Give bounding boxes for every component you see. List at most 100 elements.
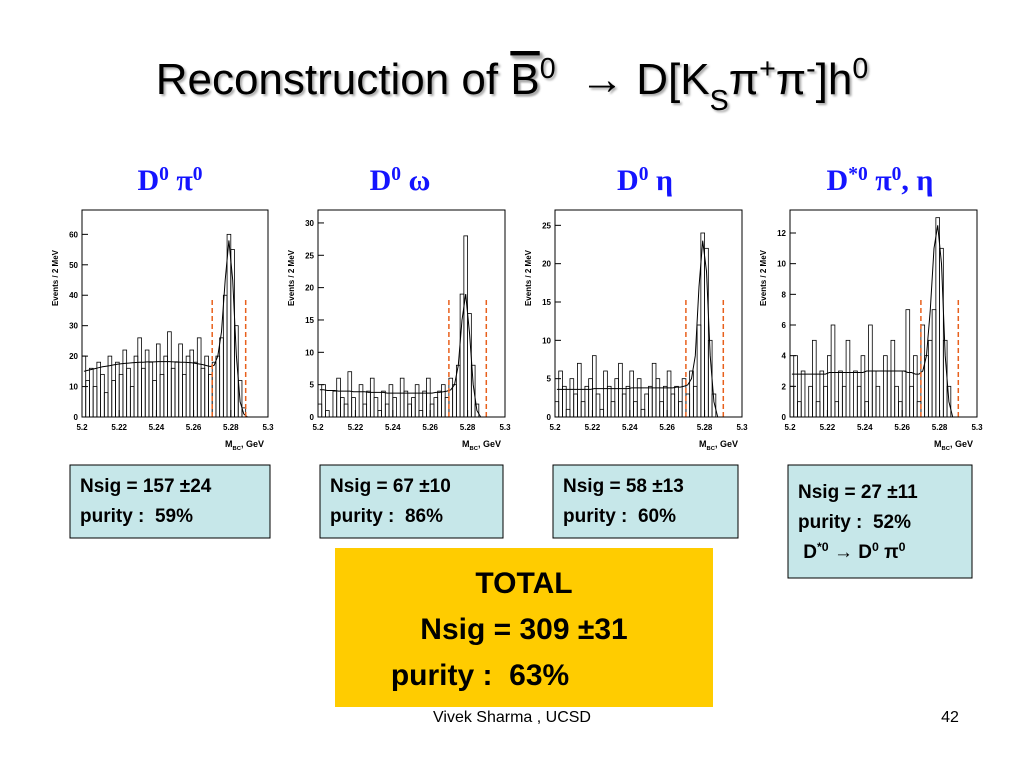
text-part: Nsig = 157 ±24: [80, 476, 212, 497]
text-part: π: [776, 55, 806, 104]
y-tick-label: 5: [547, 375, 552, 384]
text-part: M: [225, 439, 233, 449]
result-line: purity : 60%: [563, 506, 676, 527]
text-part: → D: [829, 542, 872, 563]
x-tick-label: 5.2: [784, 423, 796, 432]
text-part: π: [169, 164, 194, 197]
text-part: D: [798, 542, 817, 563]
x-tick-label: 5.24: [857, 423, 873, 432]
y-axis-label: Events / 2 MeV: [51, 249, 60, 306]
result-line: Nsig = 67 ±10: [330, 476, 451, 497]
text-part: , GeV: [715, 439, 738, 449]
y-tick-label: 0: [74, 413, 79, 422]
x-tick-label: 5.28: [697, 423, 713, 432]
y-tick-label: 60: [69, 230, 78, 239]
text-part: -: [806, 53, 816, 85]
x-tick-label: 5.3: [499, 423, 511, 432]
text-part: M: [699, 439, 707, 449]
text-part: 0: [193, 164, 203, 185]
result-line: purity : 86%: [330, 506, 443, 527]
plot-frame: [789, 209, 978, 418]
text-part: Nsig = 67 ±10: [330, 476, 451, 497]
result-line: purity : 52%: [798, 512, 911, 533]
text-part: BC: [707, 446, 716, 452]
text-part: BC: [233, 446, 242, 452]
fit-curve: [319, 294, 504, 418]
footer-author: Vivek Sharma , UCSD: [433, 709, 591, 726]
chart-title: D0 ω: [370, 164, 431, 198]
x-tick-label: 5.22: [820, 423, 836, 432]
y-tick-label: 20: [305, 284, 314, 293]
y-tick-label: 10: [542, 336, 551, 345]
x-tick-label: 5.28: [460, 423, 476, 432]
text-part: D: [370, 164, 392, 197]
x-tick-label: 5.26: [659, 423, 675, 432]
x-tick-label: 5.22: [585, 423, 601, 432]
y-tick-label: 10: [69, 383, 78, 392]
y-tick-label: 4: [782, 352, 787, 361]
text-part: , η: [901, 164, 933, 197]
fit-curve: [83, 240, 267, 418]
x-tick-label: 5.28: [932, 423, 948, 432]
result-line: purity : 59%: [80, 506, 193, 527]
text-part: B: [510, 55, 539, 104]
y-axis-label: Events / 2 MeV: [759, 249, 768, 306]
page-number: 42: [941, 709, 959, 726]
text-part: 0: [639, 164, 649, 185]
x-axis-label: MBC, GeV: [462, 439, 501, 452]
text-part: purity : 60%: [563, 506, 676, 527]
x-axis-label: MBC, GeV: [225, 439, 264, 452]
chart-title: D0 η: [617, 164, 673, 198]
y-tick-label: 0: [782, 413, 787, 422]
text-part: purity : 59%: [80, 506, 193, 527]
y-tick-label: 12: [777, 229, 786, 238]
text-part: BC: [470, 446, 479, 452]
x-tick-label: 5.22: [111, 423, 127, 432]
y-tick-label: 0: [310, 413, 315, 422]
x-tick-label: 5.3: [262, 423, 274, 432]
text-part: M: [462, 439, 470, 449]
y-tick-label: 40: [69, 291, 78, 300]
x-tick-label: 5.26: [186, 423, 202, 432]
total-line: purity : 63%: [391, 659, 569, 692]
result-box: [552, 464, 739, 539]
text-part: D: [137, 164, 159, 197]
result-box: [319, 464, 504, 539]
text-part: purity : 86%: [330, 506, 443, 527]
text-part: π: [729, 55, 759, 104]
total-line: TOTAL: [475, 567, 572, 600]
y-tick-label: 30: [69, 322, 78, 331]
y-tick-label: 6: [782, 321, 787, 330]
slide-title: Reconstruction of B0 → D[KSπ+π-]h0: [156, 53, 869, 117]
result-line: Nsig = 58 ±13: [563, 476, 684, 497]
total-box: [335, 548, 713, 707]
x-tick-label: 5.2: [76, 423, 88, 432]
text-part: Nsig = 27 ±11: [798, 482, 918, 503]
y-axis-label: Events / 2 MeV: [287, 249, 296, 306]
text-part: 0: [872, 540, 879, 554]
text-part: purity : 52%: [798, 512, 911, 533]
text-part: D: [617, 164, 639, 197]
text-part: BC: [942, 446, 951, 452]
x-tick-label: 5.3: [971, 423, 983, 432]
text-part: π: [879, 542, 899, 563]
x-tick-label: 5.2: [549, 423, 561, 432]
chart-title: D*0 π0, η: [827, 164, 934, 198]
x-axis-label: MBC, GeV: [934, 439, 973, 452]
y-axis-label: Events / 2 MeV: [524, 249, 533, 306]
result-box: [787, 464, 973, 579]
text-part: 0: [852, 53, 868, 85]
total-line: Nsig = 309 ±31: [420, 613, 627, 646]
text-part: 0: [159, 164, 169, 185]
y-tick-label: 5: [310, 381, 315, 390]
x-tick-label: 5.24: [622, 423, 638, 432]
text-part: 0: [899, 540, 906, 554]
y-tick-label: 10: [305, 348, 314, 357]
result-line: Nsig = 157 ±24: [80, 476, 212, 497]
fit-curve: [791, 225, 976, 418]
x-tick-label: 5.24: [385, 423, 401, 432]
text-part: M: [934, 439, 942, 449]
x-tick-label: 5.24: [149, 423, 165, 432]
text-part: S: [710, 85, 729, 117]
fit-curve: [556, 240, 741, 418]
